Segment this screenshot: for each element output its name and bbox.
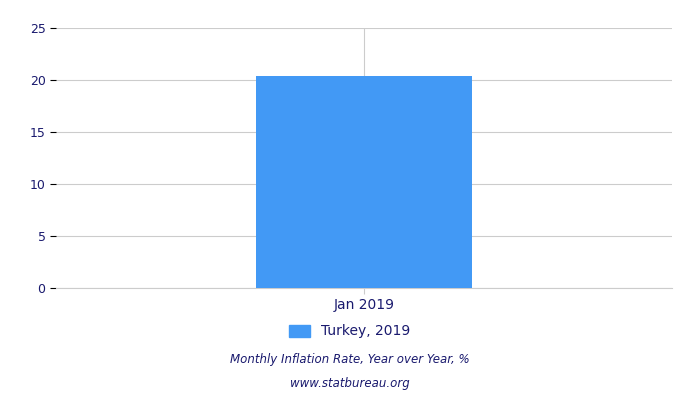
Legend: Turkey, 2019: Turkey, 2019 (284, 319, 416, 344)
Text: www.statbureau.org: www.statbureau.org (290, 378, 410, 390)
Text: Monthly Inflation Rate, Year over Year, %: Monthly Inflation Rate, Year over Year, … (230, 354, 470, 366)
Bar (256, 76, 472, 288)
